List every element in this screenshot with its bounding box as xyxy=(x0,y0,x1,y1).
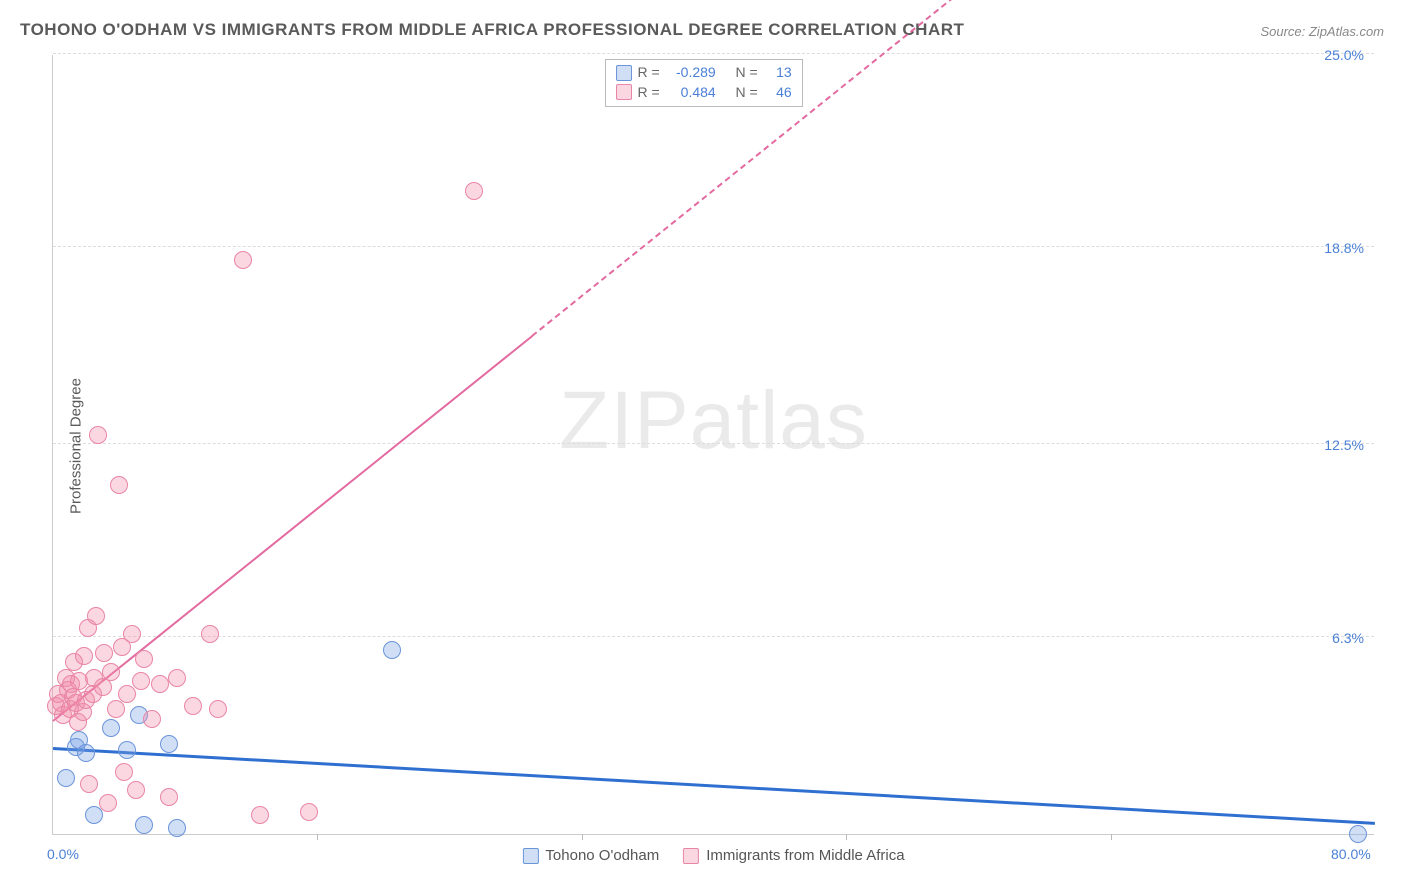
data-point xyxy=(107,700,125,718)
legend-swatch xyxy=(522,848,538,864)
regression-line xyxy=(532,0,963,337)
data-point xyxy=(102,719,120,737)
data-point xyxy=(300,803,318,821)
data-point xyxy=(127,781,145,799)
series-legend: Tohono O'odham Immigrants from Middle Afr… xyxy=(522,847,904,864)
data-point xyxy=(95,644,113,662)
data-point xyxy=(94,678,112,696)
legend-r-label: R = xyxy=(638,83,660,103)
source-label: Source: ZipAtlas.com xyxy=(1260,24,1384,39)
data-point xyxy=(201,625,219,643)
data-point xyxy=(99,794,117,812)
data-point xyxy=(1349,825,1367,843)
data-point xyxy=(184,697,202,715)
data-point xyxy=(251,806,269,824)
legend-n-label: N = xyxy=(735,83,757,103)
data-point xyxy=(209,700,227,718)
data-point xyxy=(87,607,105,625)
data-point xyxy=(80,775,98,793)
data-point xyxy=(102,663,120,681)
data-point xyxy=(465,182,483,200)
data-point xyxy=(234,251,252,269)
data-point xyxy=(151,675,169,693)
legend-n-value: 13 xyxy=(764,63,792,83)
data-point xyxy=(89,426,107,444)
y-tick-label: 12.5% xyxy=(1324,437,1364,453)
data-point xyxy=(143,710,161,728)
y-tick-label: 18.8% xyxy=(1324,240,1364,256)
x-tick-label: 0.0% xyxy=(47,846,79,862)
gridline xyxy=(53,443,1374,444)
legend-item: Immigrants from Middle Africa xyxy=(683,847,904,864)
y-tick-label: 25.0% xyxy=(1324,47,1364,63)
data-point xyxy=(168,669,186,687)
legend-row: R = -0.289 N = 13 xyxy=(616,63,792,83)
plot-area: ZIPatlas R =-0.289 N =13R =0.484 N =46 T… xyxy=(52,55,1374,835)
legend-item: Tohono O'odham xyxy=(522,847,659,864)
chart-container: TOHONO O'ODHAM VS IMMIGRANTS FROM MIDDLE… xyxy=(0,0,1406,892)
legend-series-label: Immigrants from Middle Africa xyxy=(706,847,904,864)
gridline xyxy=(53,53,1374,54)
data-point xyxy=(160,788,178,806)
regression-line xyxy=(52,335,532,722)
legend-r-value: -0.289 xyxy=(666,63,716,83)
data-point xyxy=(118,741,136,759)
x-tick xyxy=(1111,834,1112,840)
legend-series-label: Tohono O'odham xyxy=(545,847,659,864)
data-point xyxy=(110,476,128,494)
x-tick xyxy=(582,834,583,840)
data-point xyxy=(135,650,153,668)
data-point xyxy=(135,816,153,834)
legend-n-value: 46 xyxy=(764,83,792,103)
x-tick-label: 80.0% xyxy=(1331,846,1371,862)
data-point xyxy=(168,819,186,837)
legend-swatch xyxy=(616,65,632,81)
data-point xyxy=(115,763,133,781)
legend-r-value: 0.484 xyxy=(666,83,716,103)
chart-title: TOHONO O'ODHAM VS IMMIGRANTS FROM MIDDLE… xyxy=(20,20,964,40)
y-tick-label: 6.3% xyxy=(1332,630,1364,646)
data-point xyxy=(160,735,178,753)
legend-swatch xyxy=(683,848,699,864)
data-point xyxy=(383,641,401,659)
data-point xyxy=(123,625,141,643)
legend-n-label: N = xyxy=(735,63,757,83)
legend-swatch xyxy=(616,84,632,100)
data-point xyxy=(132,672,150,690)
gridline xyxy=(53,636,1374,637)
data-point xyxy=(57,769,75,787)
gridline xyxy=(53,246,1374,247)
x-tick xyxy=(846,834,847,840)
watermark: ZIPatlas xyxy=(559,374,868,468)
data-point xyxy=(75,647,93,665)
legend-row: R = 0.484 N = 46 xyxy=(616,83,792,103)
data-point xyxy=(77,744,95,762)
x-tick xyxy=(317,834,318,840)
correlation-legend: R = -0.289 N = 13 R = 0.484 N = 46 xyxy=(605,59,803,107)
legend-r-label: R = xyxy=(638,63,660,83)
